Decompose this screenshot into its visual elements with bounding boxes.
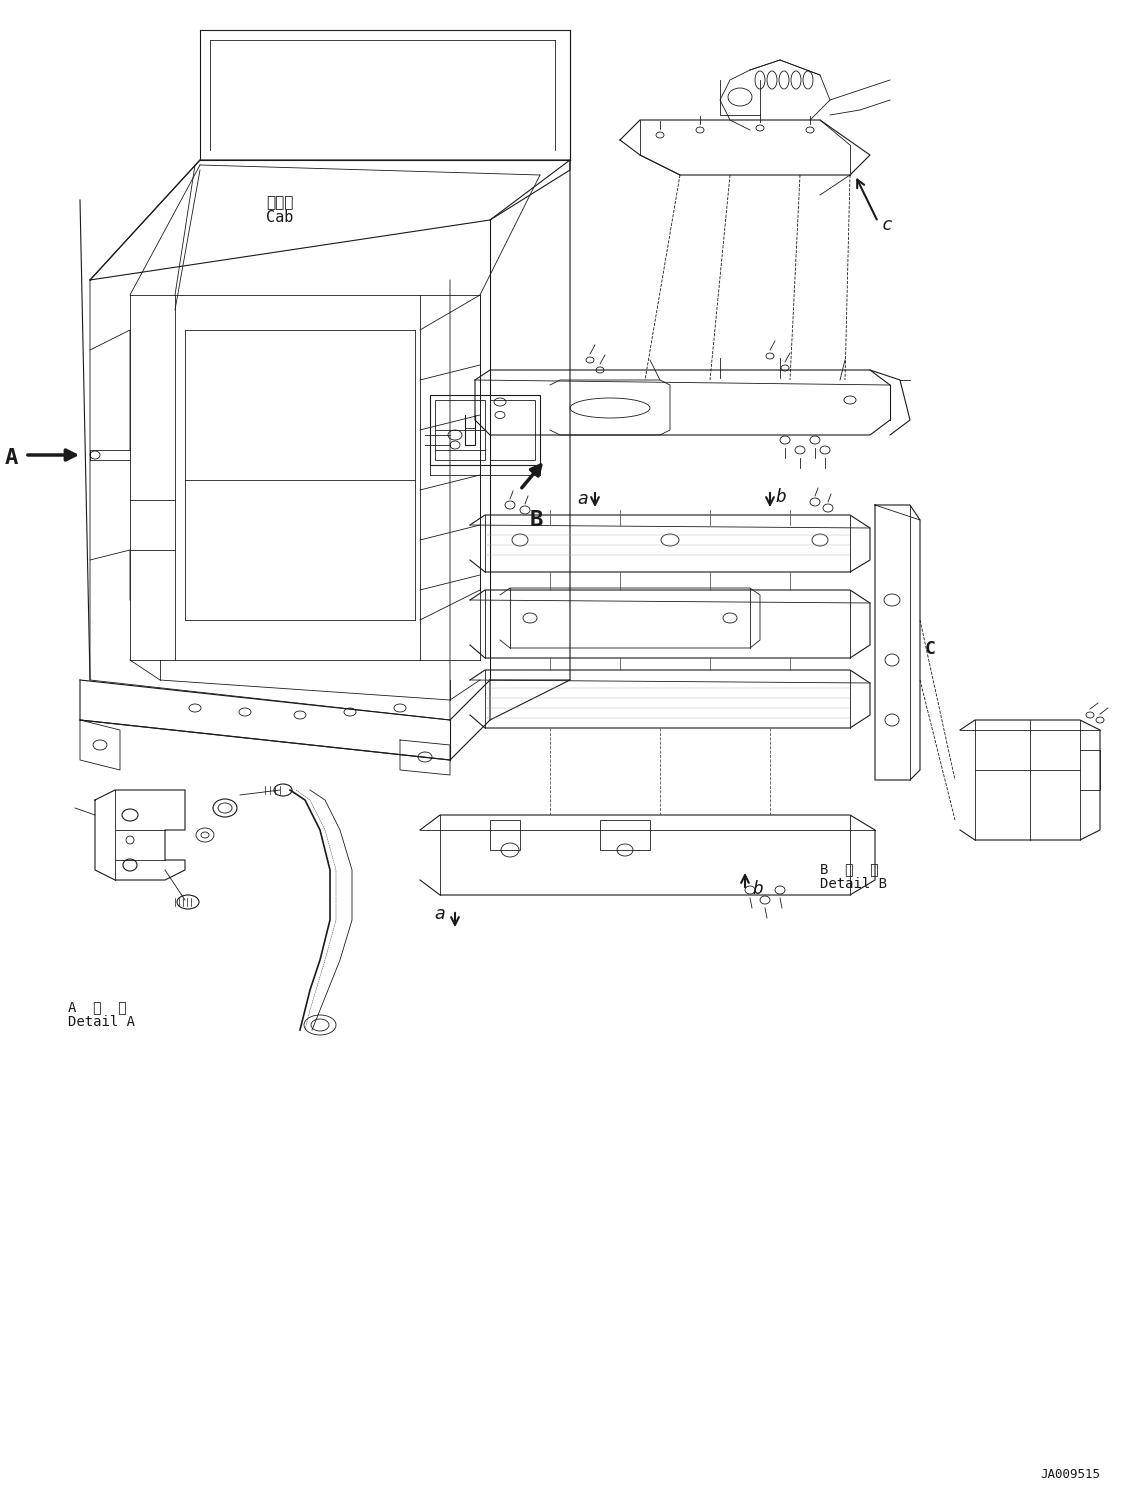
Text: Cab: Cab — [266, 210, 294, 225]
Text: C: C — [924, 640, 936, 658]
Bar — [490, 400, 535, 461]
Text: a: a — [434, 905, 445, 923]
Text: A  詳  細: A 詳 細 — [68, 1000, 126, 1014]
Text: Detail B: Detail B — [820, 877, 887, 892]
Bar — [435, 400, 485, 461]
Text: b: b — [752, 880, 763, 898]
Text: b: b — [775, 488, 786, 505]
Bar — [600, 820, 650, 850]
Text: a: a — [577, 491, 588, 508]
Text: B: B — [530, 510, 544, 529]
Text: A: A — [5, 447, 18, 468]
Text: B  詳  細: B 詳 細 — [820, 862, 879, 877]
Text: c: c — [882, 216, 892, 234]
Text: JA009515: JA009515 — [1040, 1469, 1100, 1481]
Bar — [430, 395, 540, 465]
Text: キャブ: キャブ — [266, 195, 294, 210]
Text: Detail A: Detail A — [68, 1015, 135, 1029]
Bar — [490, 820, 520, 850]
